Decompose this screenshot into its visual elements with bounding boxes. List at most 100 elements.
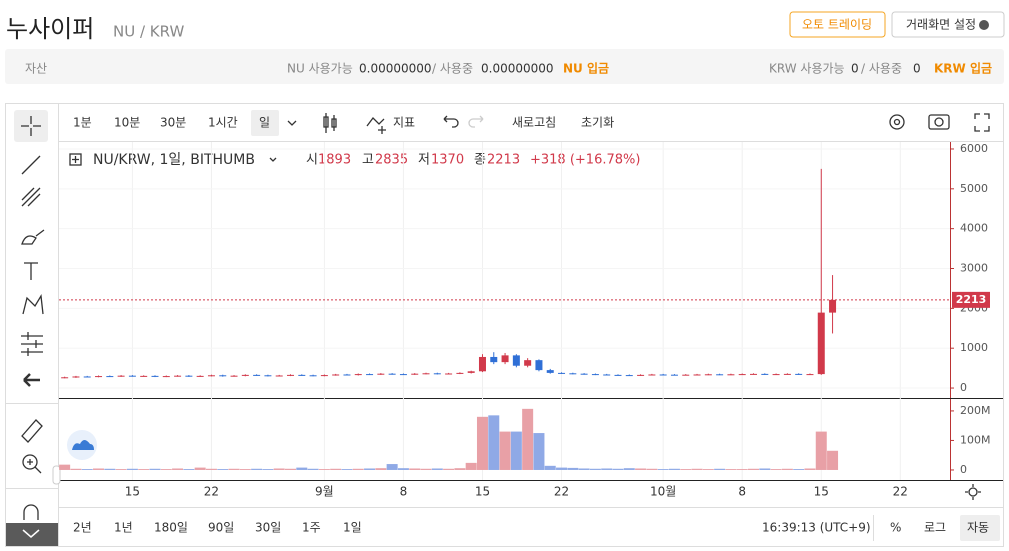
legend-toggle[interactable] <box>69 153 82 166</box>
volume-bar <box>409 468 421 470</box>
indicator-icon[interactable] <box>366 117 386 134</box>
range-button[interactable]: 1일 <box>343 521 362 535</box>
interval-button[interactable]: 1분 <box>73 116 92 130</box>
magnet-tool[interactable] <box>23 504 39 520</box>
auto-button[interactable]: 자동 <box>967 521 989 535</box>
volume-bar <box>589 468 601 470</box>
text-tool[interactable] <box>24 262 38 280</box>
candle-body <box>603 374 611 376</box>
indicator-button[interactable]: 지표 <box>393 116 415 130</box>
refresh-button[interactable]: 새로고침 <box>512 116 556 130</box>
chart-settings-button[interactable] <box>889 114 905 130</box>
volume-bar <box>285 468 297 470</box>
symbol-dropdown[interactable] <box>269 157 277 162</box>
axis-settings-detail <box>965 484 981 500</box>
brush-tool[interactable] <box>21 229 45 245</box>
tool-active[interactable] <box>14 110 48 142</box>
range-button[interactable]: 30일 <box>255 521 281 535</box>
prediction-tool[interactable] <box>21 332 43 356</box>
pattern-tool[interactable] <box>22 294 44 315</box>
last-price-box <box>952 291 990 308</box>
back-tool[interactable] <box>23 373 40 387</box>
zoom-tool-detail <box>27 459 42 474</box>
range-button[interactable]: 2년 <box>73 521 92 535</box>
candle-body <box>659 374 667 376</box>
fullscreen-button[interactable] <box>974 113 990 132</box>
y-tick-label: 0 <box>960 381 967 394</box>
volume-bar <box>601 468 613 470</box>
interval-button[interactable]: 30분 <box>160 116 186 130</box>
settings-button[interactable] <box>891 11 1005 38</box>
volume-bar <box>499 431 511 470</box>
scroll-handle[interactable] <box>52 465 61 485</box>
axis-settings-button[interactable] <box>968 487 978 497</box>
nu-deposit-link[interactable]: NU 입금 <box>563 62 609 76</box>
auto-trading-button[interactable] <box>789 11 886 38</box>
reset-button[interactable]: 초기화 <box>581 116 614 130</box>
redo-button[interactable] <box>468 115 484 128</box>
legend-close-label: 종 <box>474 153 486 168</box>
zoom-tool[interactable] <box>22 454 38 470</box>
volume-bar <box>126 468 138 470</box>
x-tick-label: 15 <box>125 485 140 499</box>
volume-bar <box>612 468 624 470</box>
candle-body <box>433 373 441 375</box>
crosshair-tool[interactable] <box>21 116 41 136</box>
legend-low-label: 저 <box>418 153 430 168</box>
undo-button[interactable] <box>443 115 459 128</box>
x-tick-label: 10월 <box>650 485 676 499</box>
asset-row <box>5 49 1004 84</box>
collapse-button[interactable] <box>6 523 58 546</box>
log-button[interactable]: 로그 <box>924 521 946 535</box>
volume-bar <box>205 468 217 470</box>
candle-body <box>106 376 114 378</box>
candle-body <box>501 355 509 363</box>
x-tick-label: 22 <box>204 485 219 499</box>
x-tick-label: 15 <box>814 485 829 499</box>
chart-settings-detail <box>893 118 901 126</box>
interval-button[interactable]: 10분 <box>114 116 140 130</box>
interval-active <box>251 110 279 136</box>
candle-body <box>750 373 758 375</box>
volume-bar <box>725 469 737 470</box>
range-button[interactable]: 90일 <box>208 521 234 535</box>
candle-body <box>332 374 340 376</box>
volume-bar <box>522 408 534 470</box>
ruler-tool[interactable] <box>21 419 43 443</box>
range-button[interactable]: 1주 <box>302 521 321 535</box>
chart-frame <box>5 103 1004 547</box>
candle-body <box>591 374 599 376</box>
volume-bar <box>352 468 364 470</box>
interval-button[interactable]: 일 <box>259 116 270 130</box>
candle-body <box>377 373 385 375</box>
line-tool[interactable] <box>21 155 41 175</box>
candle-body <box>795 373 803 375</box>
volume-bar <box>770 469 782 470</box>
candle-body <box>569 373 577 375</box>
y-tick-label: 1000 <box>960 341 988 354</box>
range-button[interactable]: 180일 <box>154 521 188 535</box>
krw-deposit-link[interactable]: KRW 입금 <box>934 62 992 76</box>
volume-tick-label: 100M <box>960 433 991 446</box>
candle-body <box>704 374 712 376</box>
chart-type-button[interactable] <box>323 113 337 133</box>
percent-button[interactable]: % <box>890 521 901 535</box>
volume-bar <box>623 468 635 470</box>
nu-available-label: NU 사용가능 <box>287 62 353 76</box>
volume-bar <box>714 468 726 470</box>
candle-body <box>230 375 238 377</box>
range-button[interactable]: 1년 <box>114 521 133 535</box>
volume-bar <box>160 469 172 470</box>
candle-body <box>637 374 645 376</box>
y-tick-label: 3000 <box>960 262 988 275</box>
fib-tool[interactable] <box>21 187 41 207</box>
candle-body <box>151 375 159 377</box>
clock: 16:39:13 (UTC+9) <box>762 521 871 535</box>
volume-bar <box>578 468 590 470</box>
interval-dropdown[interactable] <box>287 120 297 126</box>
interval-button[interactable]: 1시간 <box>208 116 238 130</box>
volume-bar <box>465 462 477 470</box>
screenshot-button[interactable] <box>928 114 950 130</box>
candle-body <box>309 375 317 377</box>
volume-bar <box>431 468 443 470</box>
